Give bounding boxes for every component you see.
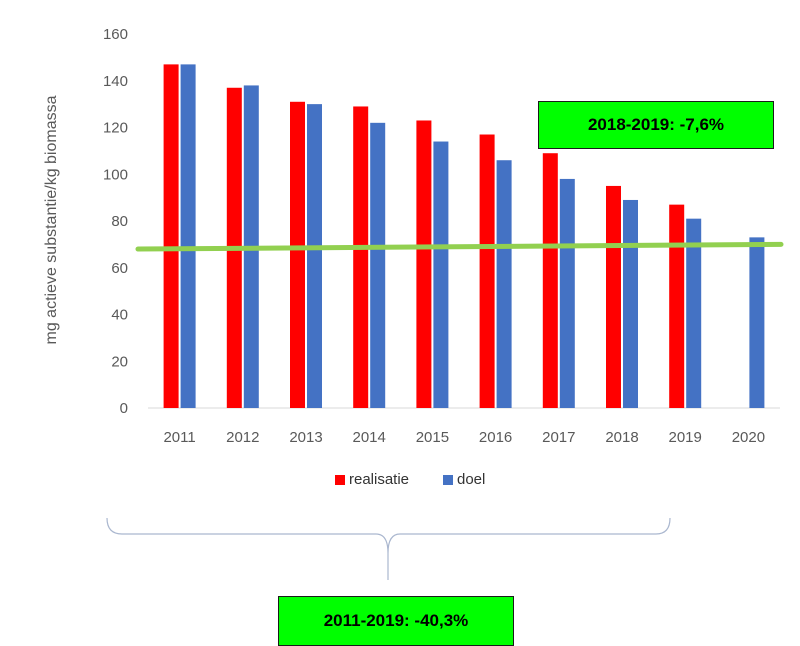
x-tick-label: 2017 [542, 429, 575, 446]
bar-doel-2019 [686, 218, 702, 408]
x-tick-label: 2012 [226, 429, 259, 446]
y-tick-label: 80 [111, 213, 128, 230]
bar-doel-2014 [370, 122, 386, 408]
bar-realisatie-2018 [606, 185, 621, 408]
x-tick-label: 2014 [353, 429, 386, 446]
x-tick-label: 2019 [669, 429, 702, 446]
legend-label-realisatie: realisatie [349, 471, 409, 488]
y-tick-label: 140 [103, 73, 128, 90]
legend-swatch-realisatie [335, 475, 345, 485]
bar-doel-2020 [749, 237, 765, 408]
callout-2018-2019: 2018-2019: -7,6% [538, 101, 774, 149]
x-tick-label: 2016 [479, 429, 512, 446]
y-axis-ticks: 0 20 40 60 80 100 120 140 160 [103, 26, 128, 417]
bar-doel-2016 [496, 160, 512, 408]
bar-realisatie-2011 [163, 64, 179, 408]
x-tick-label: 2011 [163, 429, 195, 446]
callout-2011-2019: 2011-2019: -40,3% [278, 596, 514, 646]
y-tick-label: 120 [103, 120, 128, 137]
y-tick-label: 100 [103, 166, 128, 183]
bar-doel-2018 [623, 199, 638, 408]
bar-realisatie-2013 [290, 101, 305, 408]
y-tick-label: 40 [111, 307, 128, 324]
y-tick-label: 0 [120, 400, 128, 417]
bar-doel-2013 [307, 104, 322, 408]
bar-realisatie-2016 [479, 134, 495, 408]
bars [163, 64, 765, 409]
y-tick-label: 20 [111, 353, 128, 370]
legend: realisatie doel [335, 471, 485, 488]
x-tick-label: 2018 [605, 429, 638, 446]
bar-realisatie-2019 [669, 204, 685, 408]
bar-realisatie-2015 [416, 120, 432, 409]
reference-line [135, 241, 784, 252]
legend-swatch-doel [443, 475, 453, 485]
y-tick-label: 160 [103, 26, 128, 43]
bar-realisatie-2014 [353, 106, 369, 409]
x-tick-label: 2015 [416, 429, 449, 446]
y-axis-label: mg actieve substantie/kg biomassa [43, 95, 60, 344]
x-axis-labels: 2011 2012 2013 2014 2015 2016 2017 2018 2019 2020 [163, 429, 765, 446]
x-tick-label: 2020 [732, 429, 765, 446]
range-brace [106, 517, 671, 580]
bar-doel-2015 [433, 141, 449, 408]
y-tick-label: 60 [111, 260, 128, 277]
x-tick-label: 2013 [289, 429, 322, 446]
bar-realisatie-2017 [542, 153, 558, 408]
bar-doel-2011 [180, 64, 196, 408]
bar-doel-2017 [559, 178, 575, 408]
legend-label-doel: doel [457, 471, 485, 488]
